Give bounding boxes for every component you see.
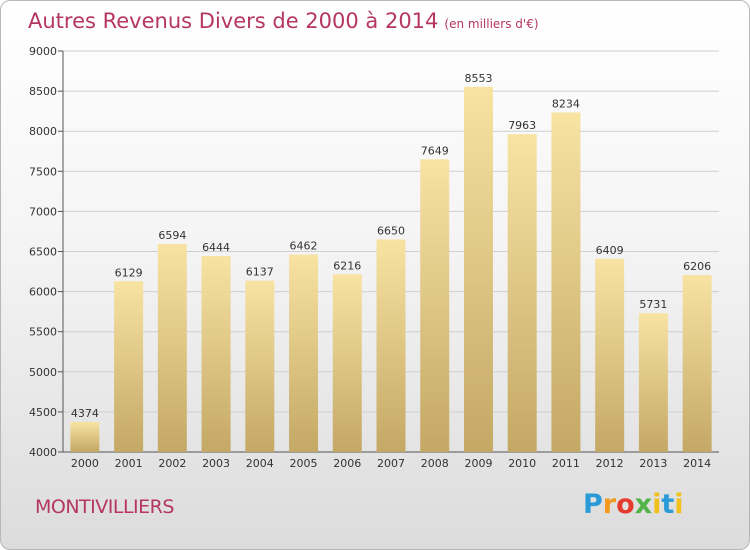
chart-title: Autres Revenus Divers de 2000 à 2014 (en … xyxy=(28,9,539,33)
y-tick-label: 9000 xyxy=(29,45,57,58)
y-tick-label: 6500 xyxy=(29,246,57,259)
bar xyxy=(70,422,100,452)
x-tick-label: 2001 xyxy=(115,457,143,470)
bar-value-label: 8234 xyxy=(552,97,580,110)
bar xyxy=(638,313,668,452)
bar xyxy=(157,243,187,452)
bar xyxy=(463,86,493,453)
city-name: MONTIVILLIERS xyxy=(35,496,174,518)
x-tick-label: 2012 xyxy=(596,457,624,470)
bar xyxy=(376,239,406,452)
bar xyxy=(595,258,625,452)
x-tick-label: 2014 xyxy=(683,457,711,470)
y-tick-label: 8500 xyxy=(29,85,57,98)
bar-value-label: 6462 xyxy=(290,240,318,253)
bar xyxy=(420,159,450,452)
x-tick-label: 2002 xyxy=(158,457,186,470)
x-tick-label: 2011 xyxy=(552,457,580,470)
x-tick-label: 2004 xyxy=(246,457,274,470)
y-tick-label: 4500 xyxy=(29,406,57,419)
x-tick-label: 2005 xyxy=(290,457,318,470)
bar-value-label: 5731 xyxy=(639,298,667,311)
x-tick-label: 2009 xyxy=(464,457,492,470)
proxiti-logo: Proxiti xyxy=(583,489,684,520)
x-tick-label: 2000 xyxy=(71,457,99,470)
bar-value-label: 6216 xyxy=(333,259,361,272)
bar xyxy=(245,280,275,452)
bar-value-label: 4374 xyxy=(71,407,99,420)
x-tick-label: 2010 xyxy=(508,457,536,470)
bar xyxy=(332,274,362,452)
bar-value-label: 6444 xyxy=(202,241,230,254)
bar-value-label: 6594 xyxy=(158,229,186,242)
y-tick-label: 4000 xyxy=(29,446,57,459)
y-tick-label: 6000 xyxy=(29,286,57,299)
y-tick-label: 7000 xyxy=(29,205,57,218)
x-tick-label: 2007 xyxy=(377,457,405,470)
x-tick-label: 2013 xyxy=(639,457,667,470)
bar xyxy=(289,254,319,452)
x-tick-label: 2006 xyxy=(333,457,361,470)
bar-value-label: 6137 xyxy=(246,266,274,279)
y-tick-label: 5000 xyxy=(29,366,57,379)
x-tick-label: 2003 xyxy=(202,457,230,470)
y-tick-label: 7500 xyxy=(29,165,57,178)
title-text: Autres Revenus Divers de 2000 à 2014 xyxy=(28,9,439,33)
bar xyxy=(507,134,537,452)
y-tick-label: 5500 xyxy=(29,326,57,339)
bar-value-label: 8553 xyxy=(464,72,492,85)
x-tick-label: 2008 xyxy=(421,457,449,470)
y-tick-label: 8000 xyxy=(29,125,57,138)
bar-value-label: 6206 xyxy=(683,260,711,273)
bar-value-label: 7649 xyxy=(421,144,449,157)
bar xyxy=(201,255,231,452)
bar-value-label: 6129 xyxy=(115,266,143,279)
bar-value-label: 7963 xyxy=(508,119,536,132)
bar xyxy=(114,281,144,452)
bar-value-label: 6409 xyxy=(596,244,624,257)
title-unit: (en milliers d'€) xyxy=(444,17,539,31)
bar xyxy=(551,112,581,452)
bar xyxy=(682,275,712,452)
bar-value-label: 6650 xyxy=(377,224,405,237)
